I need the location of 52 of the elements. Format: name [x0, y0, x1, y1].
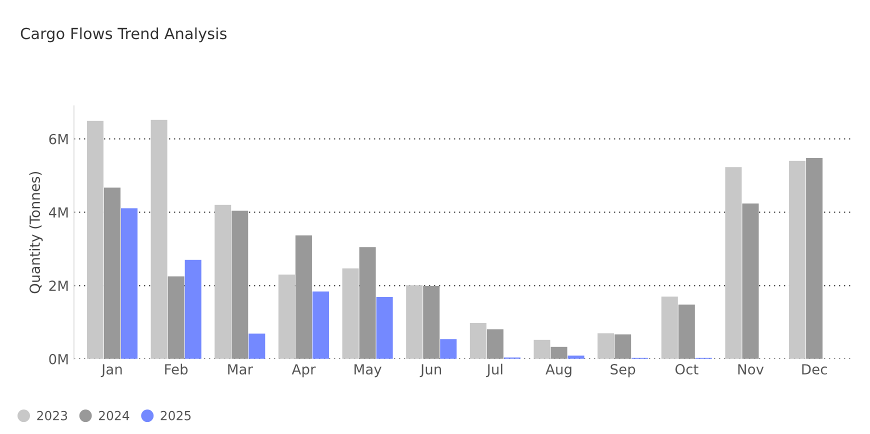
y-axis-title: Quantity (Tonnes) [29, 172, 43, 294]
x-tick-label: Oct [675, 364, 698, 375]
bar [248, 334, 266, 359]
bar [568, 356, 584, 359]
bar [440, 339, 457, 359]
bar [295, 235, 312, 359]
x-tick-label: May [354, 364, 382, 378]
bar [168, 276, 184, 359]
bar [121, 208, 138, 359]
bar [150, 120, 168, 359]
bar [486, 329, 504, 359]
bar [86, 120, 104, 359]
legend-label: 2024 [98, 410, 130, 420]
bar [376, 296, 393, 359]
x-tick-label: Dec [802, 364, 827, 375]
bar [214, 204, 232, 359]
bar [789, 160, 806, 359]
y-tick-label: 6M [49, 134, 68, 144]
bar [806, 158, 823, 359]
x-tick-label: Nov [738, 364, 764, 375]
bar [184, 260, 202, 359]
legend-label: 2023 [37, 410, 68, 420]
bar [534, 340, 550, 359]
y-tick-label: 2M [49, 280, 68, 291]
bar [104, 188, 120, 359]
bar [312, 291, 329, 359]
bar [406, 285, 423, 359]
y-tick-label: 0M [49, 354, 68, 364]
bar [661, 296, 678, 359]
bar [550, 346, 568, 359]
y-tick-label: 4M [48, 207, 68, 218]
bar [359, 247, 376, 359]
bar [278, 274, 295, 359]
x-tick-label: Mar [228, 364, 253, 375]
bar [470, 322, 486, 359]
bar [232, 210, 248, 359]
x-tick-label: Apr [292, 364, 316, 378]
x-tick-label: Jul [486, 364, 502, 378]
x-tick-label: Jun [420, 364, 442, 378]
x-tick-label: Feb [165, 364, 188, 375]
bar [598, 333, 614, 359]
x-tick-label: Sep [610, 364, 636, 378]
bar [742, 203, 759, 359]
bar [678, 304, 695, 359]
x-tick-label: Jan [100, 364, 122, 378]
legend-label: 2025 [160, 410, 191, 420]
chart-title: Cargo Flows Trend Analysis [20, 27, 226, 42]
bar [423, 286, 440, 359]
bar [342, 268, 359, 359]
bar [614, 334, 632, 359]
bar [725, 167, 742, 359]
x-tick-label: Aug [546, 364, 572, 378]
